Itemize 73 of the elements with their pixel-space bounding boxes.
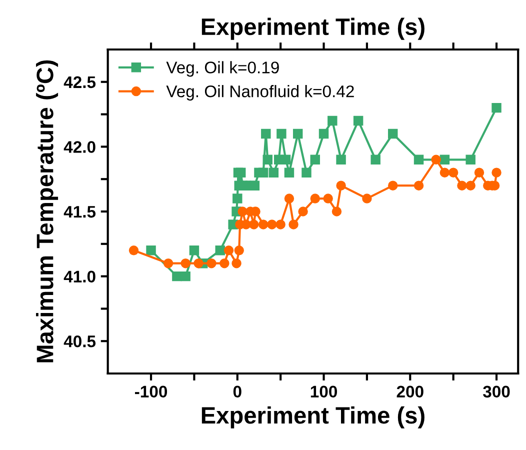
x-tick-label: -100 [134,386,168,398]
point [318,128,329,139]
point [370,154,380,165]
point [250,180,260,190]
point [268,168,279,178]
point [310,194,320,204]
point [336,180,346,190]
point [414,154,424,165]
point [388,180,398,190]
point [440,168,450,178]
point [474,168,484,178]
point [236,168,246,178]
point [215,246,225,256]
x-tick-label: 200 [396,386,424,398]
point [194,258,204,268]
point [262,154,272,165]
point [310,154,320,165]
point [232,194,242,204]
point [328,116,338,126]
point [388,128,398,139]
point [457,180,467,190]
point [492,168,502,178]
point [280,154,291,165]
y-tick-label: 41.0 [64,270,96,283]
point [323,194,333,204]
point [258,168,268,178]
point [332,206,342,216]
point [431,154,441,165]
point [448,168,458,178]
point [466,180,476,190]
point [466,154,476,165]
point [258,220,268,230]
y-axis-title: Maximum Temperature (ºC) [36,60,58,362]
point [336,154,346,165]
point [128,246,139,256]
point [267,220,277,230]
point [492,102,502,113]
point [362,194,372,204]
point [284,168,294,178]
y-tick-label: 42.0 [64,141,96,153]
point [440,154,450,165]
point [248,220,259,230]
y-tick-label: 41.5 [64,206,96,218]
point [284,194,294,204]
x-tick-label: 0 [233,386,242,398]
point [232,258,242,268]
point [302,168,312,178]
point [163,258,174,268]
x2-axis-title: Experiment Time (s) [202,18,424,40]
x-axis-title: Experiment Time (s) [202,406,424,428]
point [276,220,286,230]
point [180,271,190,282]
point [189,246,200,256]
point [292,128,303,139]
point [353,116,364,126]
x-tick-label: 100 [310,386,337,398]
point [146,246,156,256]
point [414,180,424,190]
point [234,246,244,256]
y-tick-label: 40.5 [64,336,96,348]
point [220,258,230,268]
point [224,246,234,256]
x-tick-label: 300 [482,386,510,398]
point [276,128,286,139]
point [288,220,298,230]
point [298,206,308,216]
point [180,258,190,268]
y-tick-label: 42.5 [64,76,96,88]
point [206,258,216,268]
legend-label: Veg. Oil k=0.19 [166,61,279,77]
point [261,128,271,139]
point [241,220,251,230]
legend-label: Veg. Oil Nanofluid k=0.42 [166,85,354,101]
